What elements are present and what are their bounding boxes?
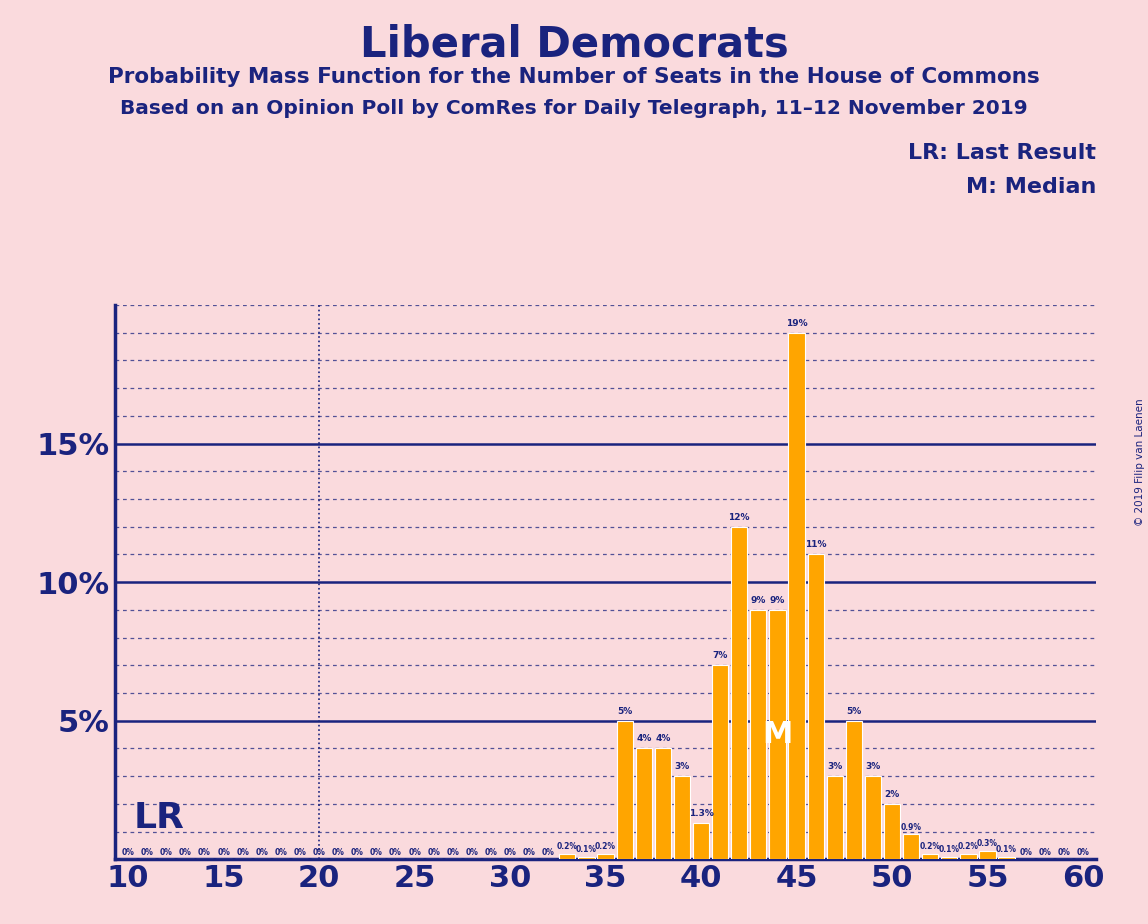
Text: M: Median: M: Median — [965, 177, 1096, 198]
Bar — [597, 854, 614, 859]
Bar — [579, 857, 595, 859]
Bar — [636, 748, 652, 859]
Bar — [941, 857, 957, 859]
Text: Probability Mass Function for the Number of Seats in the House of Commons: Probability Mass Function for the Number… — [108, 67, 1040, 87]
Text: Liberal Democrats: Liberal Democrats — [359, 23, 789, 65]
Text: 9%: 9% — [751, 596, 766, 605]
Text: 0%: 0% — [427, 847, 440, 857]
Text: 19%: 19% — [785, 319, 807, 328]
Text: 5%: 5% — [846, 707, 861, 716]
Text: 7%: 7% — [713, 651, 728, 661]
Text: 0%: 0% — [179, 847, 192, 857]
Text: 0%: 0% — [199, 847, 211, 857]
Text: 0%: 0% — [217, 847, 230, 857]
Text: 0%: 0% — [484, 847, 497, 857]
Text: 0%: 0% — [332, 847, 344, 857]
Bar — [884, 804, 900, 859]
Text: 0%: 0% — [389, 847, 402, 857]
Text: LR: LR — [134, 801, 185, 834]
Text: 5%: 5% — [616, 707, 633, 716]
Text: 0.9%: 0.9% — [901, 822, 922, 832]
Text: 0%: 0% — [370, 847, 382, 857]
Text: Based on an Opinion Poll by ComRes for Daily Telegraph, 11–12 November 2019: Based on an Opinion Poll by ComRes for D… — [121, 99, 1027, 118]
Text: 2%: 2% — [884, 790, 900, 799]
Bar — [922, 854, 938, 859]
Bar — [616, 721, 633, 859]
Text: 0%: 0% — [274, 847, 287, 857]
Text: 0%: 0% — [522, 847, 536, 857]
Text: M: M — [762, 720, 792, 749]
Bar — [807, 554, 824, 859]
Text: 0%: 0% — [351, 847, 364, 857]
Text: 3%: 3% — [674, 762, 690, 772]
Text: 0%: 0% — [542, 847, 554, 857]
Text: 0%: 0% — [1019, 847, 1032, 857]
Text: 0.2%: 0.2% — [557, 842, 577, 851]
Bar — [693, 823, 709, 859]
Bar — [769, 610, 785, 859]
Bar — [864, 776, 881, 859]
Text: 9%: 9% — [770, 596, 785, 605]
Bar — [827, 776, 843, 859]
Text: 0.2%: 0.2% — [595, 842, 616, 851]
Text: 0%: 0% — [255, 847, 269, 857]
Text: 0%: 0% — [160, 847, 173, 857]
Text: 0.3%: 0.3% — [977, 839, 998, 848]
Text: 0%: 0% — [236, 847, 249, 857]
Text: 0.1%: 0.1% — [939, 845, 960, 854]
Text: 1.3%: 1.3% — [689, 809, 714, 819]
Bar — [999, 857, 1015, 859]
Text: 0%: 0% — [312, 847, 326, 857]
Text: 0%: 0% — [1057, 847, 1070, 857]
Text: 3%: 3% — [827, 762, 843, 772]
Text: 0%: 0% — [122, 847, 134, 857]
Text: 0%: 0% — [409, 847, 421, 857]
Bar — [846, 721, 862, 859]
Bar — [789, 333, 805, 859]
Bar — [960, 854, 977, 859]
Bar — [674, 776, 690, 859]
Text: 0%: 0% — [447, 847, 459, 857]
Text: 0%: 0% — [1038, 847, 1052, 857]
Text: 0%: 0% — [141, 847, 154, 857]
Text: 0.2%: 0.2% — [920, 842, 940, 851]
Text: 0%: 0% — [294, 847, 307, 857]
Text: 4%: 4% — [636, 735, 651, 744]
Text: 0.1%: 0.1% — [576, 845, 597, 854]
Bar — [559, 854, 575, 859]
Bar — [731, 527, 747, 859]
Bar — [712, 665, 728, 859]
Text: 11%: 11% — [805, 541, 827, 550]
Text: 3%: 3% — [866, 762, 881, 772]
Text: © 2019 Filip van Laenen: © 2019 Filip van Laenen — [1135, 398, 1145, 526]
Bar — [979, 851, 995, 859]
Text: LR: Last Result: LR: Last Result — [908, 143, 1096, 164]
Bar — [903, 834, 920, 859]
Text: 0%: 0% — [504, 847, 517, 857]
Text: 4%: 4% — [656, 735, 670, 744]
Text: 0%: 0% — [465, 847, 479, 857]
Bar — [751, 610, 767, 859]
Text: 0%: 0% — [1077, 847, 1089, 857]
Text: 12%: 12% — [729, 513, 750, 522]
Text: 0.2%: 0.2% — [957, 842, 979, 851]
Bar — [654, 748, 670, 859]
Text: 0.1%: 0.1% — [996, 845, 1017, 854]
